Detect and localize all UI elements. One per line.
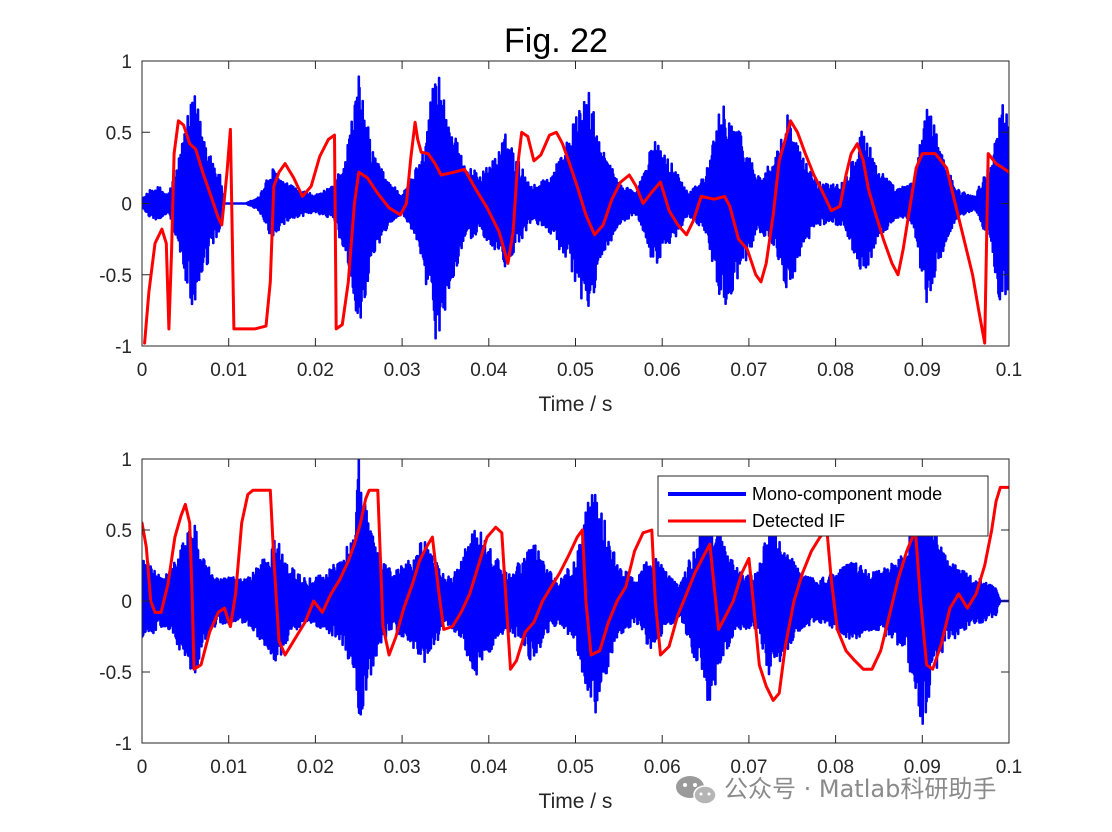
bottom-x-tick-label: 0.01: [210, 757, 247, 778]
bottom-y-tick-label: -1: [115, 734, 132, 755]
bottom-axes: 0 0.01 0.02 0.03 0.04 0.05 0.06 0.07 0.08 0.09 0.1…: [99, 450, 1022, 813]
watermark-text: 公众号 · Matlab科研助手: [724, 775, 996, 803]
top-y-tick-label: -1: [115, 337, 132, 358]
bottom-y-tick-label: 1: [121, 450, 132, 471]
top-x-tick-label: 0.05: [557, 360, 594, 381]
bottom-x-axis-label: Time / s: [539, 790, 613, 813]
top-x-tick-label: 0: [137, 360, 148, 381]
bottom-x-tick-label: 0.02: [297, 757, 334, 778]
top-y-tick-label: 0: [121, 195, 132, 216]
top-x-tick-label: 0.01: [210, 360, 247, 381]
bottom-series-if: [142, 485, 1009, 702]
bottom-y-tick-label: 0: [121, 592, 132, 613]
top-x-tick-label: 0.04: [470, 360, 507, 381]
legend-box: [657, 475, 989, 537]
bottom-y-tick-label: -0.5: [99, 663, 132, 684]
top-x-axis-label: Time / s: [539, 393, 613, 416]
bottom-x-tick-label: 0.1: [996, 757, 1022, 778]
top-series-mode: [142, 75, 1009, 340]
top-series-if: [143, 119, 1009, 345]
top-x-tick-label: 0.07: [730, 360, 767, 381]
bottom-x-tick-label: 0.03: [384, 757, 421, 778]
bottom-x-tick-label: 0.05: [557, 757, 594, 778]
wechat-icon: [676, 776, 717, 805]
bottom-x-tick-label: 0.04: [470, 757, 507, 778]
bottom-x-tick-label: 0.06: [644, 757, 681, 778]
bottom-y-tick-label: 0.5: [106, 521, 132, 542]
top-x-tick-label: 0.08: [817, 360, 854, 381]
legend-entry-label: Mono-component mode: [752, 484, 942, 504]
top-x-tick-label: 0.02: [297, 360, 334, 381]
legend-entry-label: Detected IF: [752, 511, 845, 531]
bottom-plot-area: [142, 459, 1009, 725]
bottom-x-tick-label: 0: [137, 757, 148, 778]
legend: Mono-component mode Detected IF: [657, 475, 989, 537]
top-axes: 0 0.01 0.02 0.03 0.04 0.05 0.06 0.07 0.08 0.09 0.1…: [99, 52, 1022, 416]
bottom-series-mode: [142, 459, 1009, 725]
bottom-x-tick-label: 0.07: [730, 757, 767, 778]
top-x-tick-label: 0.03: [384, 360, 421, 381]
bottom-x-tick-label: 0.08: [817, 757, 854, 778]
top-x-tick-label: 0.09: [904, 360, 941, 381]
top-y-tick-label: -0.5: [99, 266, 132, 287]
top-y-tick-label: 1: [121, 52, 132, 73]
watermark: 公众号 · Matlab科研助手: [676, 775, 996, 805]
top-x-tick-label: 0.1: [996, 360, 1022, 381]
figure-title: Fig. 22: [504, 22, 608, 60]
top-x-tick-label: 0.06: [644, 360, 681, 381]
bottom-x-tick-label: 0.09: [904, 757, 941, 778]
top-plot-area: [142, 75, 1009, 345]
top-y-tick-label: 0.5: [106, 123, 132, 144]
